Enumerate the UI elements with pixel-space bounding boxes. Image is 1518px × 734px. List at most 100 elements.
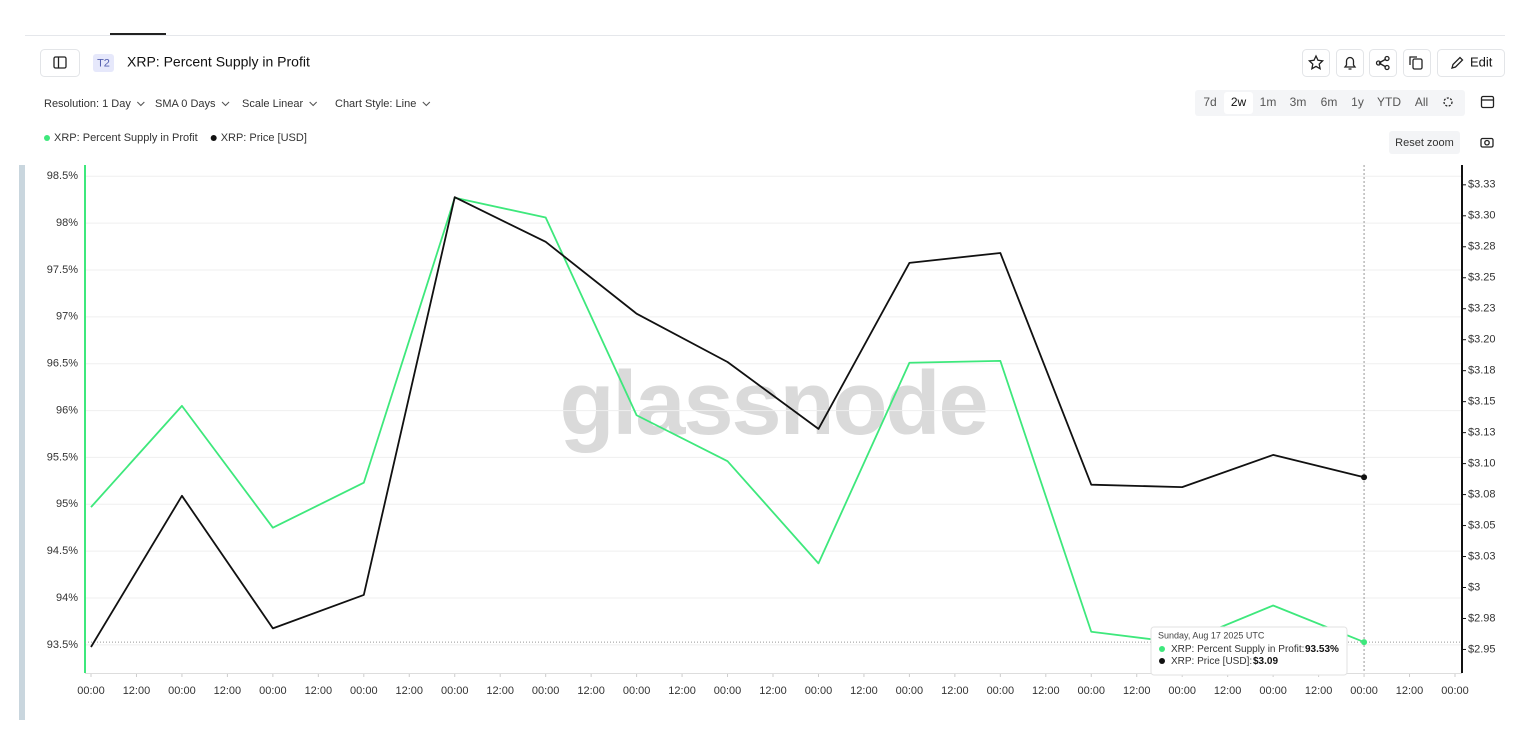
- range-button[interactable]: 3m: [1290, 95, 1307, 109]
- x-tick-label: 12:00: [668, 685, 696, 697]
- x-tick-label: 12:00: [577, 685, 605, 697]
- star-button[interactable]: [1302, 49, 1330, 77]
- ranges: 7d 2w 1m 3m 6m 1y YTD All: [1203, 95, 1428, 109]
- badge: [93, 54, 114, 72]
- tooltip-dot: [1159, 646, 1165, 652]
- x-tick-label: 00:00: [77, 685, 105, 697]
- x-tick-label: 00:00: [168, 685, 196, 697]
- calendar-icon[interactable]: [1480, 95, 1495, 109]
- x-tick-label: 00:00: [350, 685, 378, 697]
- y-tick-label: 95%: [56, 498, 78, 510]
- tooltip-dot: [1159, 658, 1165, 664]
- chevron: [136, 101, 145, 107]
- copy-icon: [1412, 58, 1423, 70]
- y2-tick-label: $3.13: [1468, 427, 1496, 439]
- tooltip-box: [1150, 626, 1348, 676]
- series-line: [90, 196, 1365, 648]
- x-tick-label: 00:00: [1259, 685, 1287, 697]
- y-tick-label: 94.5%: [47, 545, 78, 557]
- legend: XRP: Percent Supply in Profit XRP: Price …: [44, 132, 307, 144]
- x-tick-label: 12:00: [123, 685, 151, 697]
- camera-icon: [1484, 139, 1490, 146]
- zoom-icon[interactable]: [1443, 97, 1453, 107]
- y-tick-label: 93.5%: [47, 639, 78, 651]
- x-tick-label: 12:00: [305, 685, 333, 697]
- y-tick-label: 98%: [56, 217, 78, 229]
- x-tick-label: 12:00: [1305, 685, 1333, 697]
- edit-button[interactable]: [1437, 49, 1505, 77]
- share-icon: [1375, 60, 1382, 66]
- x-tick-label: 12:00: [1214, 685, 1242, 697]
- chevron: [221, 101, 230, 107]
- legend-label[interactable]: XRP: Percent Supply in Profit: [54, 132, 198, 144]
- x-tick-label: 12:00: [396, 685, 424, 697]
- legend-label[interactable]: XRP: Price [USD]: [221, 132, 307, 144]
- tooltip: Sunday, Aug 17 2025 UTC XRP: Percent Sup…: [1150, 626, 1348, 676]
- bell-icon: [1343, 56, 1357, 70]
- y-tick-label: 95.5%: [47, 451, 78, 463]
- chart-title: XRP: Percent Supply in Profit: [127, 54, 310, 70]
- sidebar-toggle[interactable]: [40, 49, 80, 77]
- y-tick-label: 97.5%: [47, 264, 78, 276]
- range-button[interactable]: YTD: [1377, 95, 1401, 109]
- alert-button[interactable]: [1336, 49, 1364, 77]
- x-tick-label: 12:00: [486, 685, 514, 697]
- y2-tick-label: $3.08: [1468, 488, 1496, 500]
- dropdowns: Resolution: 1 Day SMA 0 Days Scale Linear C…: [44, 98, 431, 110]
- legend-marker: [210, 135, 217, 141]
- legend-marker: [44, 135, 50, 141]
- x-tick-label: 00:00: [532, 685, 560, 697]
- dropdown-label[interactable]: Resolution: 1 Day: [44, 98, 131, 110]
- x-tick-label: 00:00: [1441, 685, 1469, 697]
- y2-tick-label: $3.15: [1468, 396, 1496, 408]
- y2-tick-label: $2.95: [1468, 643, 1496, 655]
- x-tick-label: 12:00: [1396, 685, 1424, 697]
- copy-icon: [1409, 56, 1417, 65]
- star-icon: [1307, 54, 1325, 70]
- share-icon: [1384, 55, 1390, 62]
- x-tick-label: 12:00: [759, 685, 787, 697]
- range-button[interactable]: 7d: [1203, 95, 1216, 109]
- copy-button[interactable]: [1403, 49, 1431, 77]
- sidebar-icon: [53, 56, 67, 69]
- camera-icon[interactable]: [1480, 137, 1494, 148]
- range-button[interactable]: 1m: [1260, 95, 1277, 109]
- x-tick-label: 00:00: [623, 685, 651, 697]
- share-button[interactable]: [1369, 49, 1397, 77]
- range-selected: [1224, 92, 1253, 114]
- tooltip-value: 93.53%: [1305, 644, 1339, 655]
- y2-tick-label: $2.98: [1468, 612, 1496, 624]
- watermark: glassnode: [559, 354, 986, 454]
- x-tick-label: 12:00: [214, 685, 242, 697]
- range-button[interactable]: 2w: [1231, 95, 1247, 109]
- dropdown-label[interactable]: Scale Linear: [242, 98, 303, 110]
- range-button[interactable]: All: [1415, 95, 1428, 109]
- plot: 93.5% 94% 94.5% 95% 95.5% 96% 96.5% 97% 97.5% 98%…: [47, 165, 1496, 697]
- range-bar: [1195, 90, 1465, 116]
- y2-tick-label: $3.18: [1468, 365, 1496, 377]
- y-tick-label: 94%: [56, 592, 78, 604]
- x-tick-label: 00:00: [441, 685, 469, 697]
- dropdown-label[interactable]: Chart Style: Line: [335, 98, 416, 110]
- x-tick-label: 12:00: [941, 685, 969, 697]
- x-tick-label: 00:00: [896, 685, 924, 697]
- edit-icon: [1451, 56, 1464, 69]
- x-tick-label: 00:00: [1078, 685, 1106, 697]
- edit-label: Edit: [1470, 54, 1493, 69]
- badge-text: T2: [97, 57, 110, 69]
- reset-zoom-label: Reset zoom: [1395, 137, 1454, 149]
- y2-tick-label: $3.23: [1468, 303, 1496, 315]
- tooltip-label: XRP: Percent Supply in Profit:: [1171, 644, 1304, 655]
- tooltip-date: Sunday, Aug 17 2025 UTC: [1158, 630, 1265, 640]
- y-tick-label: 98.5%: [47, 170, 78, 182]
- y2-tick-label: $3.05: [1468, 519, 1496, 531]
- y2-tick-label: $3.28: [1468, 241, 1496, 253]
- dropdown-label[interactable]: SMA 0 Days: [155, 98, 216, 110]
- share-icon: [1384, 64, 1390, 71]
- range-button[interactable]: 1y: [1351, 95, 1364, 109]
- y-tick-label: 97%: [56, 311, 78, 323]
- reset-zoom-button[interactable]: [1389, 131, 1460, 154]
- range-button[interactable]: 6m: [1321, 95, 1338, 109]
